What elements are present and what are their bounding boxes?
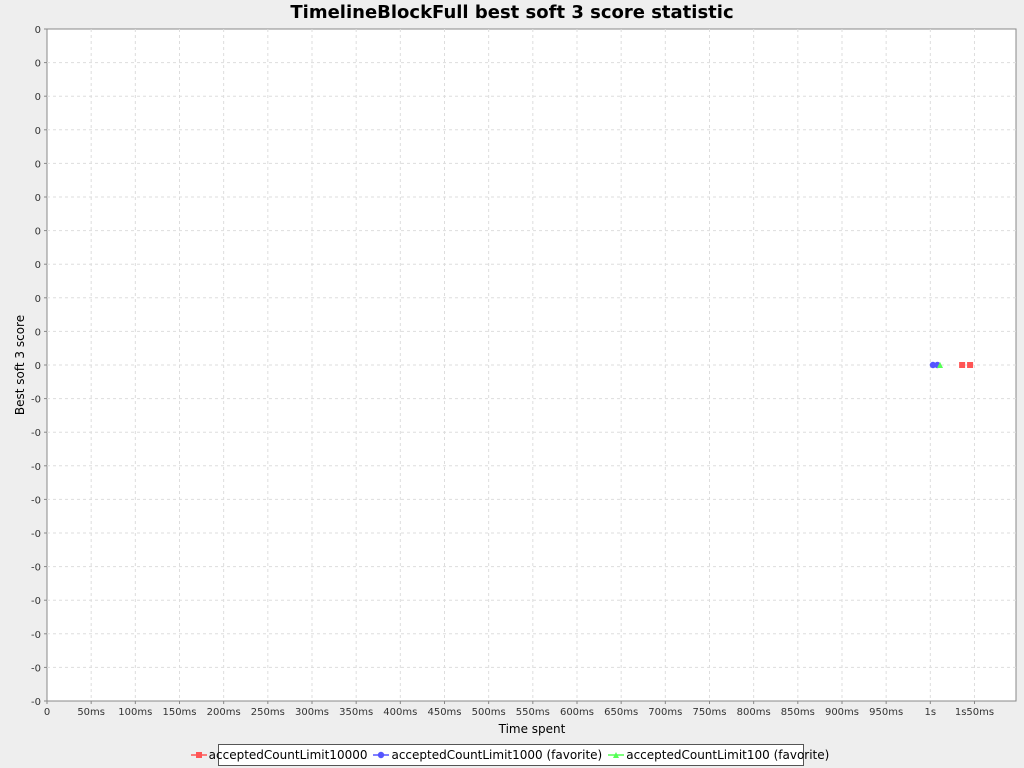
data-point	[959, 362, 966, 368]
data-point	[967, 362, 974, 368]
x-tick-label: 300ms	[295, 707, 329, 718]
y-tick-label: -0	[31, 596, 41, 607]
data-point	[929, 361, 937, 369]
y-axis-label: Best soft 3 score	[13, 315, 27, 415]
x-tick-label: 450ms	[427, 707, 461, 718]
legend-label: acceptedCountLimit1000 (favorite)	[391, 748, 603, 762]
chart-title: TimelineBlockFull best soft 3 score stat…	[290, 2, 734, 23]
x-tick-label: 850ms	[781, 707, 815, 718]
y-tick-label: -0	[31, 495, 41, 506]
x-tick-label: 800ms	[737, 707, 771, 718]
y-tick-label: 0	[35, 193, 41, 204]
y-tick-label: -0	[31, 663, 41, 674]
legend-item: acceptedCountLimit100 (favorite)	[608, 748, 829, 762]
y-tick-label: -0	[31, 529, 41, 540]
x-tick-label: 950ms	[869, 707, 903, 718]
legend-swatch	[608, 752, 625, 758]
x-tick-label: 350ms	[339, 707, 373, 718]
y-tick-label: -0	[31, 563, 41, 574]
x-tick-label: 900ms	[825, 707, 859, 718]
data-point	[937, 362, 944, 368]
y-tick-label: 0	[35, 25, 41, 36]
grid-lines	[47, 29, 1016, 701]
x-tick-label: 50ms	[77, 707, 105, 718]
tick-labels: 0 50ms 100ms 150ms 200ms 250ms 300ms 350ms 400ms…	[31, 25, 994, 718]
legend: acceptedCountLimit10000 acceptedCountLimi…	[190, 744, 829, 766]
y-tick-label: -0	[31, 697, 41, 708]
y-tick-label: 0	[35, 227, 41, 238]
x-tick-label: 1s50ms	[955, 707, 994, 718]
x-tick-label: 550ms	[516, 707, 550, 718]
x-tick-label: 150ms	[162, 707, 196, 718]
y-tick-label: 0	[35, 294, 41, 305]
data-marks	[929, 361, 974, 369]
x-tick-label: 400ms	[383, 707, 417, 718]
legend-label: acceptedCountLimit10000	[208, 748, 368, 762]
y-tick-label: 0	[35, 126, 41, 137]
y-tick-label: -0	[31, 630, 41, 641]
x-tick-label: 1s	[925, 707, 937, 718]
x-tick-label: 0	[44, 707, 50, 718]
legend-swatch	[190, 752, 207, 758]
y-tick-label: 0	[35, 92, 41, 103]
x-tick-label: 250ms	[251, 707, 285, 718]
x-tick-label: 600ms	[560, 707, 594, 718]
legend-label: acceptedCountLimit100 (favorite)	[626, 748, 830, 762]
y-tick-label: -0	[31, 462, 41, 473]
y-tick-label: 0	[35, 260, 41, 271]
legend-marker	[613, 752, 620, 758]
y-tick-label: 0	[35, 361, 41, 372]
x-tick-label: 750ms	[692, 707, 726, 718]
x-tick-label: 100ms	[118, 707, 152, 718]
x-tick-label: 200ms	[207, 707, 241, 718]
y-tick-label: 0	[35, 59, 41, 70]
legend-item: acceptedCountLimit1000 (favorite)	[373, 748, 602, 762]
x-tick-label: 650ms	[604, 707, 638, 718]
x-tick-label: 700ms	[648, 707, 682, 718]
y-tick-label: -0	[31, 428, 41, 439]
y-tick-label: -0	[31, 395, 41, 406]
y-tick-label: 0	[35, 159, 41, 170]
legend-swatch	[373, 751, 390, 759]
x-tick-label: 500ms	[472, 707, 506, 718]
legend-marker	[195, 752, 202, 758]
x-axis-label: Time spent	[498, 722, 566, 736]
legend-marker	[378, 751, 385, 759]
legend-item: acceptedCountLimit10000	[190, 748, 368, 762]
y-tick-label: 0	[35, 327, 41, 338]
